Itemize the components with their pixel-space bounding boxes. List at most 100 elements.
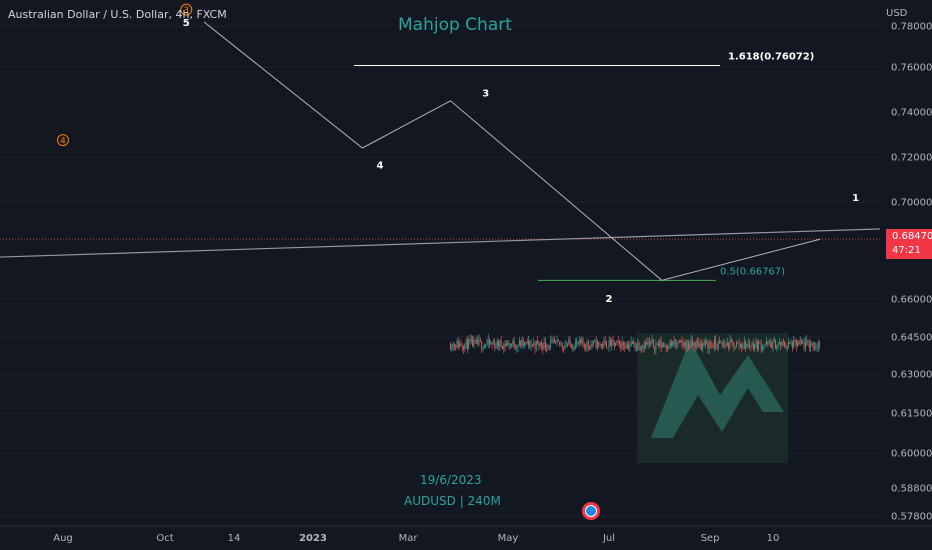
- candle: [651, 334, 653, 345]
- candle: [724, 339, 726, 349]
- candle: [473, 335, 475, 349]
- candle-body: [691, 339, 693, 346]
- candle-body: [707, 341, 709, 349]
- candle: [799, 336, 801, 346]
- candle: [652, 338, 654, 348]
- candle-body: [542, 345, 544, 349]
- candle-body: [785, 346, 787, 348]
- candle-body: [457, 340, 459, 347]
- candle: [630, 336, 632, 347]
- candle: [807, 339, 809, 347]
- candle-body: [560, 343, 562, 345]
- candle-body: [603, 340, 605, 347]
- candle: [568, 336, 570, 346]
- candle: [582, 337, 584, 349]
- price-tick-label: 0.58800: [891, 484, 932, 495]
- candle: [511, 343, 512, 349]
- candle: [687, 340, 689, 350]
- candle-body: [551, 339, 553, 342]
- candle: [641, 345, 642, 353]
- candle: [529, 340, 531, 349]
- candle-body: [621, 342, 623, 349]
- candle-body: [698, 342, 700, 348]
- candle-body: [765, 341, 767, 345]
- channel-line: [0, 226, 932, 258]
- candle-body: [586, 342, 588, 349]
- candle: [587, 339, 589, 352]
- candle: [589, 345, 590, 351]
- candle-body: [638, 343, 640, 350]
- candle: [737, 341, 739, 344]
- candle-body: [533, 343, 535, 345]
- candle-body: [777, 343, 779, 346]
- logo-mark: [651, 340, 784, 438]
- candle-body: [477, 339, 479, 345]
- candle-body: [676, 343, 678, 345]
- candle-body: [556, 339, 558, 341]
- candle: [552, 337, 554, 344]
- candle: [613, 340, 615, 351]
- grid: [0, 25, 880, 517]
- candle: [694, 341, 696, 353]
- candle: [625, 341, 627, 349]
- candle: [810, 339, 811, 353]
- candle-body: [481, 341, 483, 349]
- candle: [707, 340, 709, 354]
- candle: [672, 340, 674, 347]
- candle-body: [479, 340, 481, 342]
- wave-label: 1: [852, 193, 859, 204]
- candle-body: [530, 344, 532, 347]
- candle-body: [706, 340, 707, 342]
- candle: [460, 339, 462, 347]
- symbol-title: Australian Dollar / U.S. Dollar, 4h, FXC…: [8, 8, 227, 21]
- candle-body: [509, 344, 511, 347]
- candle-body: [543, 341, 545, 349]
- candle-body: [772, 341, 774, 349]
- candle: [702, 342, 704, 353]
- candle-body: [730, 339, 732, 343]
- candle-body: [607, 348, 609, 349]
- candle-body: [806, 340, 808, 342]
- candle-body: [620, 343, 622, 349]
- candle-body: [599, 342, 601, 346]
- candle-body: [710, 343, 711, 345]
- candle-body: [604, 340, 606, 342]
- candle: [729, 334, 731, 350]
- candle: [453, 342, 455, 351]
- candle: [500, 335, 502, 349]
- candle: [455, 344, 457, 351]
- time-tick-label: 14: [228, 533, 241, 544]
- candle: [544, 337, 546, 352]
- candle: [789, 341, 791, 345]
- candle-body: [528, 340, 529, 345]
- candle-body: [500, 340, 502, 346]
- candle-body: [613, 341, 615, 346]
- candle-body: [590, 344, 592, 349]
- candle: [521, 336, 523, 350]
- price-tick-label: 0.57800: [891, 512, 932, 523]
- candle-body: [489, 339, 490, 344]
- candle-body: [803, 342, 805, 348]
- candle-body: [790, 342, 792, 344]
- candle-body: [725, 345, 727, 346]
- candle-body: [461, 346, 463, 348]
- candle-body: [518, 341, 520, 346]
- candle-body: [469, 339, 471, 342]
- candle: [504, 340, 506, 352]
- candle-body: [778, 342, 780, 344]
- candle: [561, 342, 563, 351]
- candle: [624, 341, 626, 352]
- candle-body: [723, 344, 724, 345]
- candle: [769, 338, 771, 348]
- candle: [684, 341, 685, 348]
- candle: [556, 335, 558, 346]
- candle: [680, 340, 681, 343]
- candle: [528, 335, 529, 350]
- candle-body: [791, 342, 793, 348]
- candle-body: [569, 339, 571, 344]
- time-tick-label: Oct: [156, 533, 173, 544]
- candle: [650, 340, 652, 347]
- candle: [738, 338, 740, 350]
